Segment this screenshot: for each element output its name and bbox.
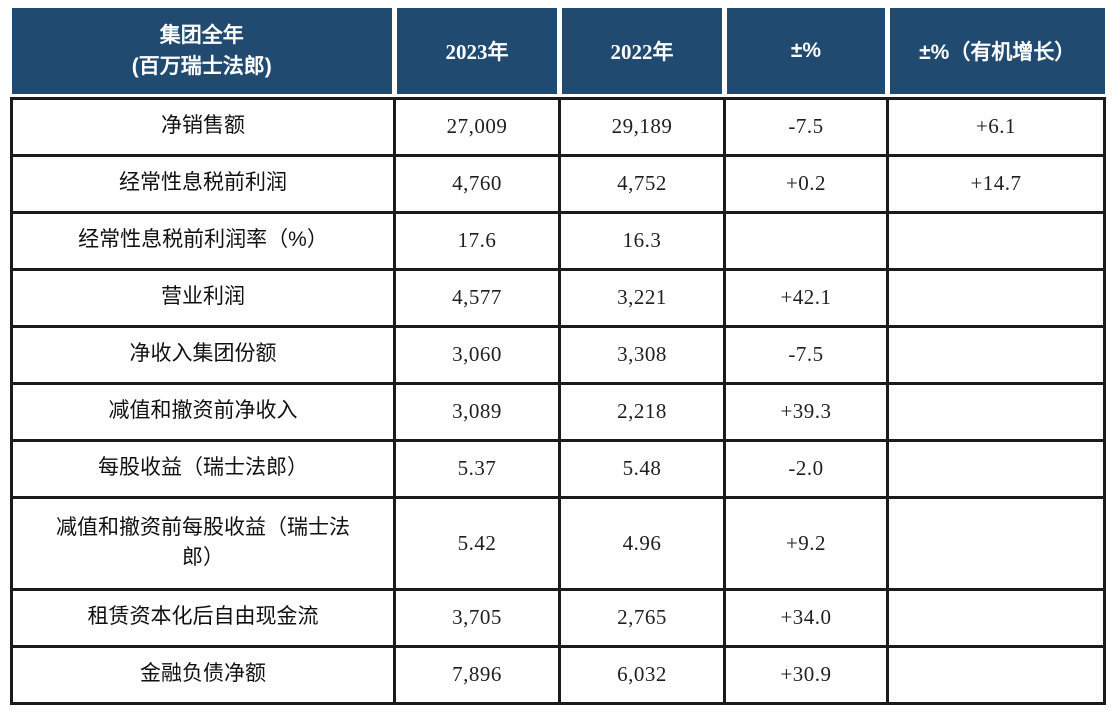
cell-pct: -2.0 — [723, 438, 889, 499]
row-label: 经常性息税前利润 — [10, 153, 396, 214]
cell-2022: 6,032 — [558, 644, 726, 705]
cell-pct: +39.3 — [723, 381, 889, 442]
header-title-line2: (百万瑞士法郎) — [131, 55, 272, 78]
cell-pct: +0.2 — [723, 153, 889, 214]
row-label: 减值和撤资前每股收益（瑞士法郎） — [10, 495, 396, 591]
cell-pct-organic: +14.7 — [886, 153, 1106, 214]
cell-pct-organic — [886, 644, 1106, 705]
table-row: 租赁资本化后自由现金流 3,705 2,765 +34.0 — [10, 587, 1106, 648]
cell-2023: 4,760 — [393, 153, 561, 214]
cell-2023: 3,060 — [393, 324, 561, 385]
row-label: 净收入集团份额 — [10, 324, 396, 385]
table-row: 经常性息税前利润率（%） 17.6 16.3 — [10, 210, 1106, 271]
header-cell-2023: 2023年 — [394, 8, 562, 94]
cell-2022: 4.96 — [558, 495, 726, 591]
table-row: 金融负债净额 7,896 6,032 +30.9 — [10, 644, 1106, 705]
row-label: 营业利润 — [10, 267, 396, 328]
row-label: 净销售额 — [10, 96, 396, 157]
cell-2022: 3,308 — [558, 324, 726, 385]
header-title-line1: 集团全年 — [159, 23, 244, 47]
table-row: 经常性息税前利润 4,760 4,752 +0.2 +14.7 — [10, 153, 1106, 214]
cell-2023: 3,089 — [393, 381, 561, 442]
cell-2022: 3,221 — [558, 267, 726, 328]
cell-2022: 2,218 — [558, 381, 726, 442]
table-row: 减值和撤资前净收入 3,089 2,218 +39.3 — [10, 381, 1106, 442]
table-row: 营业利润 4,577 3,221 +42.1 — [10, 267, 1106, 328]
cell-pct: -7.5 — [723, 324, 889, 385]
cell-pct-organic: +6.1 — [886, 96, 1106, 157]
table-row: 净收入集团份额 3,060 3,308 -7.5 — [10, 324, 1106, 385]
cell-pct — [723, 210, 889, 271]
header-cell-2022: 2022年 — [559, 8, 727, 94]
group-financials-table: 集团全年 (百万瑞士法郎) 2023年 2022年 ±% ±%（有机增长） 净销… — [10, 8, 1106, 705]
cell-2023: 3,705 — [393, 587, 561, 648]
header-row: 集团全年 (百万瑞士法郎) 2023年 2022年 ±% ±%（有机增长） — [11, 8, 1105, 94]
header-cell-pct: ±% — [724, 8, 890, 94]
cell-pct-organic — [886, 438, 1106, 499]
cell-pct-organic — [886, 267, 1106, 328]
row-label: 经常性息税前利润率（%） — [10, 210, 396, 271]
cell-pct: +42.1 — [723, 267, 889, 328]
cell-2022: 4,752 — [558, 153, 726, 214]
table-row: 净销售额 27,009 29,189 -7.5 +6.1 — [10, 96, 1106, 157]
cell-pct-organic — [886, 324, 1106, 385]
cell-pct: +34.0 — [723, 587, 889, 648]
table-row: 减值和撤资前每股收益（瑞士法郎） 5.42 4.96 +9.2 — [10, 495, 1106, 591]
cell-pct: -7.5 — [723, 96, 889, 157]
table-row: 每股收益（瑞士法郎） 5.37 5.48 -2.0 — [10, 438, 1106, 499]
header-cell-title: 集团全年 (百万瑞士法郎) — [11, 8, 397, 94]
cell-2022: 2,765 — [558, 587, 726, 648]
cell-2023: 27,009 — [393, 96, 561, 157]
header-cell-pct-organic: ±%（有机增长） — [887, 8, 1105, 94]
cell-pct-organic — [886, 587, 1106, 648]
cell-pct-organic — [886, 381, 1106, 442]
cell-2022: 16.3 — [558, 210, 726, 271]
cell-2022: 29,189 — [558, 96, 726, 157]
cell-pct: +9.2 — [723, 495, 889, 591]
cell-pct-organic — [886, 495, 1106, 591]
row-label: 租赁资本化后自由现金流 — [10, 587, 396, 648]
cell-2023: 5.37 — [393, 438, 561, 499]
cell-2023: 5.42 — [393, 495, 561, 591]
row-label: 每股收益（瑞士法郎） — [10, 438, 396, 499]
cell-2023: 17.6 — [393, 210, 561, 271]
cell-pct-organic — [886, 210, 1106, 271]
cell-pct: +30.9 — [723, 644, 889, 705]
cell-2023: 4,577 — [393, 267, 561, 328]
cell-2022: 5.48 — [558, 438, 726, 499]
row-label: 减值和撤资前净收入 — [10, 381, 396, 442]
header-body-gap — [11, 94, 1105, 98]
row-label: 金融负债净额 — [10, 644, 396, 705]
cell-2023: 7,896 — [393, 644, 561, 705]
